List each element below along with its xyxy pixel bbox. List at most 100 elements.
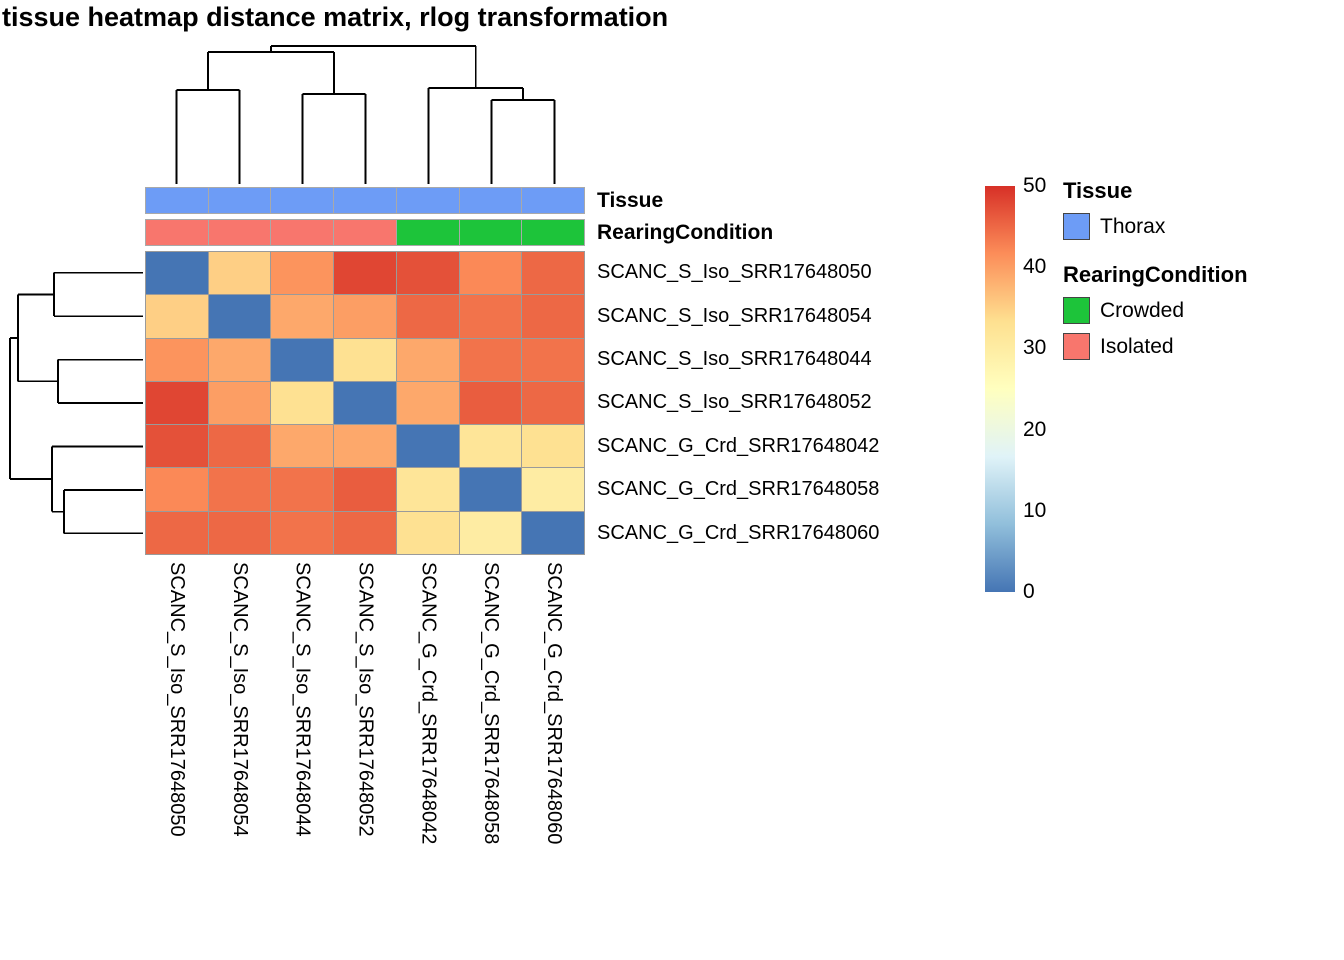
heatmap-cell <box>208 338 271 381</box>
rearing-condition-annotation-bar <box>145 219 585 246</box>
heatmap-cell <box>146 338 208 381</box>
legend-rearing-items: Crowded Isolated <box>1063 297 1338 360</box>
heatmap-grid <box>145 251 585 555</box>
heatmap-column-labels: SCANC_S_Iso_SRR17648050 SCANC_S_Iso_SRR17… <box>145 562 585 954</box>
heatmap-cell <box>396 425 459 468</box>
column-label-slot: SCANC_S_Iso_SRR17648044 <box>271 562 334 954</box>
column-label: SCANC_S_Iso_SRR17648052 <box>354 562 377 837</box>
column-label: SCANC_G_Crd_SRR17648042 <box>417 562 440 845</box>
heatmap-cell <box>271 295 334 338</box>
annotation-cell <box>396 220 459 245</box>
heatmap-cell <box>208 468 271 511</box>
color-scale-tick-label: 30 <box>1023 336 1047 360</box>
annotation-cell <box>522 188 584 213</box>
heatmap-cell <box>396 381 459 425</box>
column-label-slot: SCANC_G_Crd_SRR17648042 <box>396 562 459 954</box>
column-label: SCANC_S_Iso_SRR17648044 <box>291 562 314 837</box>
row-label: SCANC_G_Crd_SRR17648058 <box>597 478 880 501</box>
annotation-cell <box>208 220 271 245</box>
heatmap-cell <box>146 468 208 511</box>
page-title: tissue heatmap distance matrix, rlog tra… <box>2 2 669 32</box>
heatmap-cell <box>271 252 334 295</box>
annotation-cell <box>146 188 208 213</box>
heatmap-cell <box>522 468 584 511</box>
legend-color-swatch <box>1063 333 1090 360</box>
heatmap-cell <box>459 511 522 554</box>
color-scale-tick-label: 20 <box>1023 417 1047 441</box>
tissue-annotation-label: Tissue <box>597 189 664 212</box>
legend-tissue-items: Thorax <box>1063 213 1338 240</box>
column-label: SCANC_S_Iso_SRR17648050 <box>165 562 188 837</box>
color-scale-tick-label: 0 <box>1023 580 1035 603</box>
legend-item-label: Thorax <box>1100 214 1166 238</box>
heatmap-cell <box>271 425 334 468</box>
heatmap-cell <box>271 468 334 511</box>
annotation-cell <box>459 188 522 213</box>
legend-item: Crowded <box>1063 297 1338 324</box>
heatmap-cell <box>334 252 396 295</box>
column-label: SCANC_G_Crd_SRR17648058 <box>480 562 503 845</box>
heatmap-cell <box>146 511 208 554</box>
heatmap-cell <box>459 252 522 295</box>
row-label: SCANC_G_Crd_SRR17648060 <box>597 521 880 544</box>
color-scale-bar <box>985 186 1015 592</box>
column-label-slot: SCANC_S_Iso_SRR17648050 <box>145 562 208 954</box>
heatmap-cell <box>146 425 208 468</box>
heatmap-cell <box>271 338 334 381</box>
color-scale-tick-label: 40 <box>1023 255 1047 279</box>
legend-panel: Tissue Thorax RearingCondition Crowded Is… <box>1063 178 1338 369</box>
row-label: SCANC_S_Iso_SRR17648044 <box>597 348 872 371</box>
row-label: SCANC_S_Iso_SRR17648054 <box>597 304 872 327</box>
heatmap-cell <box>522 511 584 554</box>
heatmap-cell <box>334 425 396 468</box>
tissue-annotation-bar <box>145 187 585 214</box>
column-label-slot: SCANC_S_Iso_SRR17648054 <box>208 562 271 954</box>
column-label-slot: SCANC_G_Crd_SRR17648060 <box>522 562 585 954</box>
legend-color-swatch <box>1063 213 1090 240</box>
heatmap-cell <box>459 425 522 468</box>
heatmap-cell <box>334 295 396 338</box>
rearing-annotation-label: RearingCondition <box>597 221 774 244</box>
annotation-cell <box>459 220 522 245</box>
legend-color-swatch <box>1063 297 1090 324</box>
heatmap-cell <box>208 381 271 425</box>
heatmap-cell <box>334 511 396 554</box>
heatmap-row-labels: SCANC_S_Iso_SRR17648050 SCANC_S_Iso_SRR17… <box>597 251 1017 555</box>
annotation-cell <box>334 220 396 245</box>
row-label: SCANC_S_Iso_SRR17648050 <box>597 261 872 284</box>
heatmap-cell <box>146 295 208 338</box>
annotation-cell <box>396 188 459 213</box>
color-scale-tick-label: 50 <box>1023 174 1047 197</box>
column-label: SCANC_G_Crd_SRR17648060 <box>543 562 566 845</box>
heatmap-cell <box>522 425 584 468</box>
heatmap-cell <box>522 252 584 295</box>
column-label-slot: SCANC_S_Iso_SRR17648052 <box>334 562 397 954</box>
annotation-cell <box>271 188 334 213</box>
color-scale-tick-label: 10 <box>1023 498 1047 522</box>
heatmap-cell <box>208 295 271 338</box>
heatmap-cell <box>271 511 334 554</box>
row-label: SCANC_G_Crd_SRR17648042 <box>597 434 880 457</box>
annotation-cell <box>146 220 208 245</box>
column-label-slot: SCANC_G_Crd_SRR17648058 <box>459 562 522 954</box>
column-label: SCANC_S_Iso_SRR17648054 <box>228 562 251 837</box>
heatmap-cell <box>334 468 396 511</box>
legend-item: Isolated <box>1063 333 1338 360</box>
annotation-cell <box>271 220 334 245</box>
heatmap-cell <box>396 468 459 511</box>
legend-rearing-title: RearingCondition <box>1063 262 1248 287</box>
annotation-cell <box>208 188 271 213</box>
heatmap-cell <box>459 295 522 338</box>
heatmap-cell <box>396 338 459 381</box>
heatmap-cell <box>208 511 271 554</box>
heatmap-cell <box>396 295 459 338</box>
row-dendrogram <box>9 271 143 535</box>
legend-item-label: Crowded <box>1100 298 1185 322</box>
heatmap-cell <box>522 338 584 381</box>
annotation-cell <box>334 188 396 213</box>
heatmap-cell <box>522 295 584 338</box>
legend-tissue-title: Tissue <box>1063 178 1133 203</box>
heatmap-cell <box>522 381 584 425</box>
heatmap-cell <box>396 511 459 554</box>
heatmap-cell <box>146 252 208 295</box>
